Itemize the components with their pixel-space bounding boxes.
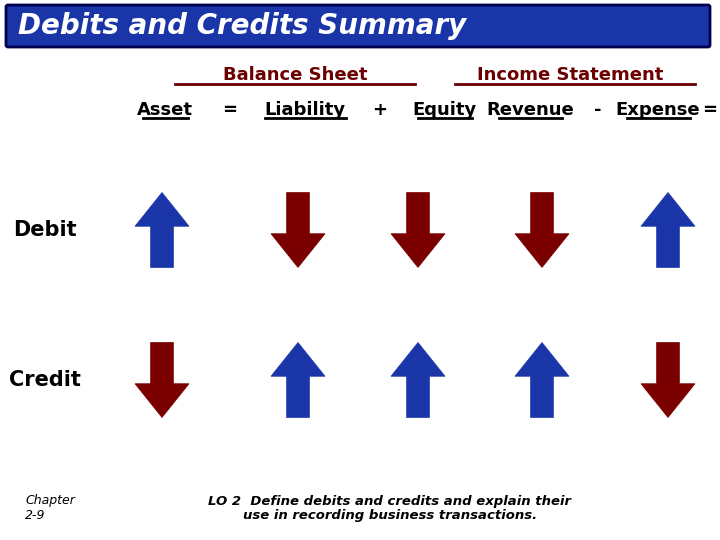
Polygon shape [641, 192, 695, 267]
Polygon shape [391, 342, 445, 417]
Text: Balance Sheet: Balance Sheet [222, 66, 367, 84]
Text: Equity: Equity [413, 101, 477, 119]
Text: Revenue: Revenue [486, 101, 574, 119]
Text: Debits and Credits Summary: Debits and Credits Summary [18, 12, 467, 40]
Polygon shape [271, 192, 325, 267]
Text: Expense: Expense [616, 101, 701, 119]
Polygon shape [135, 192, 189, 267]
FancyBboxPatch shape [6, 5, 710, 47]
Polygon shape [135, 342, 189, 417]
Text: Income Statement: Income Statement [477, 66, 663, 84]
Polygon shape [641, 342, 695, 417]
Text: use in recording business transactions.: use in recording business transactions. [243, 510, 537, 523]
Polygon shape [515, 342, 569, 417]
Text: Chapter
2-9: Chapter 2-9 [25, 494, 75, 522]
Text: +: + [372, 101, 387, 119]
Text: Asset: Asset [137, 101, 193, 119]
Text: Credit: Credit [9, 370, 81, 390]
Text: =: = [222, 101, 238, 119]
Text: =: = [703, 101, 718, 119]
Text: -: - [594, 101, 602, 119]
Text: Debit: Debit [13, 220, 77, 240]
Polygon shape [391, 192, 445, 267]
Text: LO 2  Define debits and credits and explain their: LO 2 Define debits and credits and expla… [209, 496, 572, 509]
Polygon shape [271, 342, 325, 417]
Text: Liability: Liability [264, 101, 346, 119]
Polygon shape [515, 192, 569, 267]
